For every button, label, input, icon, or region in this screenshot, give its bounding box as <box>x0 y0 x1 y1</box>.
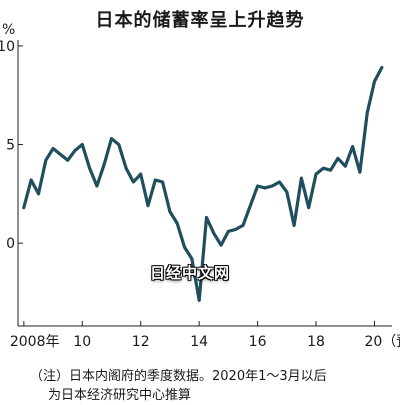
x-tick-label-2010: 10 <box>73 334 91 350</box>
x-tick-label-2014: 14 <box>190 334 208 350</box>
x-tick-label-2018: 18 <box>307 334 325 350</box>
x-tick-label-2008: 2008年 <box>10 334 60 350</box>
x-tick-label-2020: 20（预） <box>364 334 400 350</box>
x-tick-label-2012: 12 <box>132 334 150 350</box>
chart-title: 日本的储蓄率呈上升趋势 <box>95 10 305 31</box>
y-tick-label-10: 10 <box>0 39 15 55</box>
y-tick-label-5: 5 <box>6 138 15 154</box>
x-tick-label-2016: 16 <box>249 334 267 350</box>
footnote-line-1: （注）日本内阁府的季度数据。2020年1～3月以后 <box>30 369 327 384</box>
y-tick-label-0: 0 <box>6 236 15 252</box>
footnote-line-2: 为日本经济研究中心推算 <box>48 388 192 403</box>
watermark: 日经中文网 <box>150 264 231 282</box>
series-line-0 <box>22 65 384 302</box>
y-axis-unit: % <box>2 22 16 38</box>
